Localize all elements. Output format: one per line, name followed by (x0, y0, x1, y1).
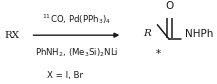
Text: NHPh: NHPh (185, 29, 213, 39)
Text: PhNH$_2$, (Me$_3$Si)$_2$NLi: PhNH$_2$, (Me$_3$Si)$_2$NLi (35, 47, 118, 59)
Text: R: R (143, 29, 151, 38)
Text: RX: RX (5, 31, 20, 40)
Text: $^{11}$CO, Pd(PPh$_3$)$_4$: $^{11}$CO, Pd(PPh$_3$)$_4$ (42, 12, 111, 26)
Text: *: * (156, 49, 161, 59)
Text: X = I, Br: X = I, Br (47, 71, 83, 80)
Text: O: O (165, 1, 173, 11)
